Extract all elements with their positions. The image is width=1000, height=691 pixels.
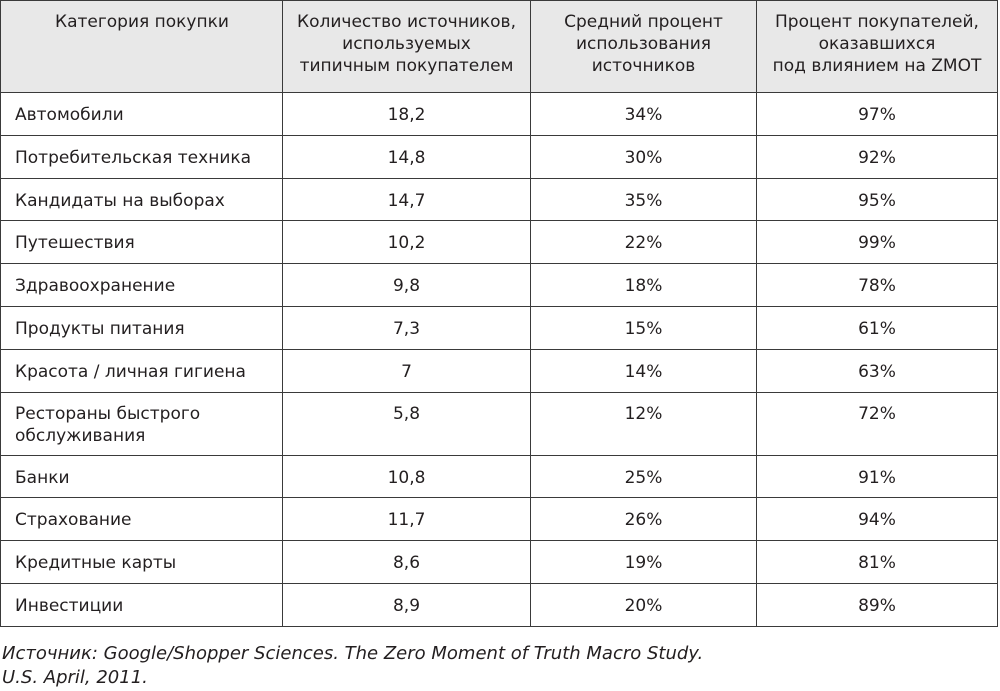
sources-count-cell: 10,2 — [282, 220, 531, 265]
category-label: Здравоохранение — [15, 276, 176, 297]
zmot-percent-cell: 91% — [756, 454, 998, 499]
avg-percent-cell: 34% — [530, 92, 757, 136]
table-row: Кредитные карты 8,6 19% 81% — [0, 540, 998, 584]
category-cell: Потребительская техника — [0, 134, 283, 179]
sources-count-cell: 8,6 — [282, 540, 531, 584]
header-line: Процент покупателей, — [775, 12, 979, 32]
header-avg-percent: Средний процент использования источников — [530, 0, 757, 93]
zmot-percent-cell: 92% — [756, 134, 998, 179]
category-label: Путешествия — [15, 233, 135, 254]
header-line: Средний процент — [564, 12, 723, 32]
header-line: используемых — [342, 34, 471, 54]
category-label: Банки — [15, 467, 70, 488]
sources-count-cell: 9,8 — [282, 263, 531, 307]
category-label: Кандидаты на выборах — [15, 190, 225, 211]
table-header: Категория покупки Количество источников,… — [0, 0, 998, 93]
table-row: Продукты питания 7,3 15% 61% — [0, 305, 998, 350]
header-line: типичным покупателем — [299, 56, 514, 76]
header-sources-count: Количество источников, используемых типичн… — [282, 0, 531, 93]
avg-percent-cell: 20% — [530, 582, 757, 627]
category-cell: Рестораны быстрого обслуживания — [0, 391, 283, 456]
sources-count-cell: 5,8 — [282, 391, 531, 456]
sources-count-cell: 14,8 — [282, 134, 531, 179]
table-row: Банки 10,8 25% 91% — [0, 454, 998, 499]
header-line: использования — [575, 34, 712, 54]
category-label: обслуживания — [15, 425, 146, 446]
avg-percent-cell: 14% — [530, 348, 757, 393]
table-row: Путешествия 10,2 22% 99% — [0, 220, 998, 265]
zmot-percent-cell: 99% — [756, 220, 998, 265]
sources-count-cell: 10,8 — [282, 454, 531, 499]
zmot-percent-cell: 78% — [756, 263, 998, 307]
avg-percent-cell: 35% — [530, 177, 757, 222]
header-line: оказавшихся — [818, 34, 936, 54]
category-cell: Автомобили — [0, 92, 283, 136]
category-label: Страхование — [15, 510, 132, 531]
zmot-percent-cell: 81% — [756, 540, 998, 584]
zmot-percent-cell: 72% — [756, 391, 998, 456]
source-line-1: Источник: Google/Shopper Sciences. The Z… — [2, 643, 704, 664]
sources-count-cell: 8,9 — [282, 582, 531, 627]
category-cell: Кредитные карты — [0, 540, 283, 584]
sources-count-cell: 7 — [282, 348, 531, 393]
avg-percent-cell: 25% — [530, 454, 757, 499]
category-cell: Банки — [0, 454, 283, 499]
avg-percent-cell: 22% — [530, 220, 757, 265]
header-row: Категория покупки Количество источников,… — [0, 0, 998, 93]
table-row: Красота / личная гигиена 7 14% 63% — [0, 348, 998, 393]
zmot-percent-cell: 89% — [756, 582, 998, 627]
category-label: Автомобили — [15, 105, 124, 125]
table-row: Кандидаты на выборах 14,7 35% 95% — [0, 177, 998, 222]
avg-percent-cell: 30% — [530, 134, 757, 179]
category-cell: Кандидаты на выборах — [0, 177, 283, 222]
table-row: Рестораны быстрого обслуживания 5,8 12% 72% — [0, 391, 998, 456]
zmot-percent-cell: 95% — [756, 177, 998, 222]
avg-percent-cell: 15% — [530, 305, 757, 350]
zmot-percent-cell: 63% — [756, 348, 998, 393]
avg-percent-cell: 19% — [530, 540, 757, 584]
avg-percent-cell: 18% — [530, 263, 757, 307]
header-line: Категория покупки — [55, 12, 229, 32]
table-body: Автомобили 18,2 34% 97% Потребительская техн… — [0, 92, 998, 627]
zmot-percent-cell: 61% — [756, 305, 998, 350]
category-label: Инвестиции — [15, 595, 124, 616]
zmot-percent-cell: 97% — [756, 92, 998, 136]
header-line: источников — [591, 56, 696, 76]
category-cell: Инвестиции — [0, 582, 283, 627]
header-zmot-percent: Процент покупателей, оказавшихся под влиян… — [756, 0, 998, 93]
sources-count-cell: 7,3 — [282, 305, 531, 350]
zmot-percent-cell: 94% — [756, 497, 998, 542]
table-row: Автомобили 18,2 34% 97% — [0, 92, 998, 136]
category-cell: Путешествия — [0, 220, 283, 265]
source-line-2: U.S. April, 2011. — [2, 667, 148, 688]
avg-percent-cell: 26% — [530, 497, 757, 542]
category-cell: Здравоохранение — [0, 263, 283, 307]
category-cell: Страхование — [0, 497, 283, 542]
table-row: Здравоохранение 9,8 18% 78% — [0, 263, 998, 307]
sources-count-cell: 11,7 — [282, 497, 531, 542]
category-label: Рестораны быстрого — [15, 403, 201, 424]
header-category: Категория покупки — [0, 0, 283, 93]
table-row: Инвестиции 8,9 20% 89% — [0, 582, 998, 627]
sources-count-cell: 14,7 — [282, 177, 531, 222]
category-label: Кредитные карты — [15, 553, 177, 574]
category-cell: Продукты питания — [0, 305, 283, 350]
header-line: под влиянием на ZMOT — [772, 56, 982, 76]
category-label: Продукты питания — [15, 318, 185, 339]
zmot-table: Категория покупки Количество источников,… — [0, 0, 998, 627]
header-line: Количество источников, — [297, 12, 516, 32]
category-label: Красота / личная гигиена — [15, 361, 246, 382]
sources-count-cell: 18,2 — [282, 92, 531, 136]
avg-percent-cell: 12% — [530, 391, 757, 456]
category-cell: Красота / личная гигиена — [0, 348, 283, 393]
table-row: Потребительская техника 14,8 30% 92% — [0, 134, 998, 179]
category-label: Потребительская техника — [15, 147, 252, 168]
table-row: Страхование 11,7 26% 94% — [0, 497, 998, 542]
source-note: Источник: Google/Shopper Sciences. The Z… — [2, 642, 703, 690]
